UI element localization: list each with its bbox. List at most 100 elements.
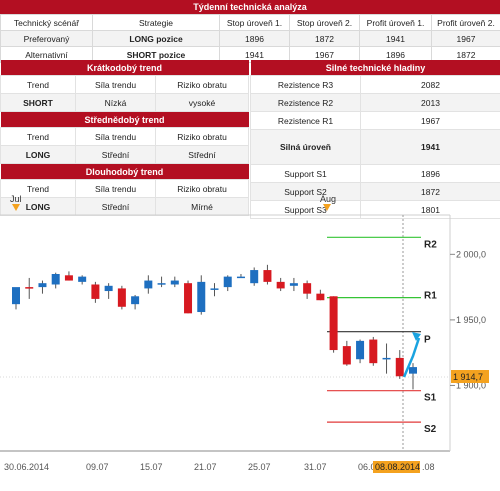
section-header-mid: Střednědobý trend [0,111,249,128]
candle-body [170,280,179,285]
candle-body [236,276,245,279]
candle-body [104,285,113,292]
candle-body [157,283,166,285]
x-tick-label: 06.08 [358,462,381,472]
trend-value-row: SHORT Nízká vysoké [0,93,250,112]
level-name: Rezistence R2 [250,93,361,112]
x-tick-label: 09.07 [86,462,109,472]
level-row: Rezistence R3 2082 [250,75,500,94]
candle-body [12,287,20,305]
month-label-jul: Jul [10,194,22,204]
level-label-r2: R2 [424,239,437,250]
trend-direction: LONG [0,197,76,216]
trend-header-row: Trend Síla trendu Riziko obratu [0,75,250,94]
candle-body [117,288,126,307]
month-marker-icon [323,204,331,211]
short-term-title: Krátkodobý trend [0,60,249,76]
y-tick-label: 1 900,0 [456,380,486,390]
candles [12,264,417,390]
scenario-header-row: Technický scénář Strategie Stop úroveň 1… [0,14,500,31]
current-price-badge [451,370,489,383]
scenario-table: Technický scénář Strategie Stop úroveň 1… [0,14,500,63]
section-header-long: Dlouhodobý trend [0,163,249,180]
y-grid: 2 000,0 1 950,0 1 900,0 [450,249,486,390]
level-value: 2013 [359,93,500,112]
trend-risk: vysoké [154,93,250,112]
x-tick-label: 31.07 [304,462,327,472]
scenario-header-cell: Strategie [92,14,220,31]
trend-header-cell: Síla trendu [75,75,156,94]
candle-body [263,270,272,282]
candle-body [91,284,100,299]
candle-body [38,283,47,288]
candle-body [144,280,153,289]
scenario-header-cell: Stop úroveň 2. [289,14,360,31]
level-row-strong: Silná úroveň 1941 [250,129,500,165]
level-value: 2082 [359,75,500,94]
level-row: Support S2 1872 [250,182,500,201]
level-value: 1896 [359,164,500,183]
level-lines: R2 R1 P S1 S2 [327,236,437,435]
trend-strength: Střední [75,145,156,164]
trend-risk: Mírné [154,197,250,216]
section-header-short: Krátkodobý trend [0,60,249,76]
candle-body [223,276,232,288]
level-name: Support S2 [250,182,361,201]
candle-body [395,357,404,377]
x-tick-label: .08 [422,462,435,472]
levels-header: Silné technické hladiny [250,60,500,76]
candle-body [276,281,285,289]
candle-body [289,283,298,286]
scenario-cell: 1872 [289,30,360,47]
trend-value-row: LONG Střední Mírné [0,197,250,216]
level-row: Support S1 1896 [250,164,500,183]
candle-body [51,274,60,285]
scenario-row-preferred: Preferovaný LONG pozice 1896 1872 1941 1… [0,30,500,47]
trend-header-cell: Riziko obratu [154,75,250,94]
candle-body [329,296,338,351]
y-tick-label: 2 000,0 [456,249,486,259]
scenario-header-cell: Profit úroveň 2. [431,14,500,31]
level-value: 1872 [359,182,500,201]
level-name: Support S3 [250,200,361,219]
level-row: Rezistence R1 1967 [250,111,500,130]
scenario-header-cell: Profit úroveň 1. [359,14,432,31]
level-value: 1967 [359,111,500,130]
trend-header-cell: Riziko obratu [154,127,250,146]
forecast-arrow-icon [402,337,421,378]
y-tick-label: 1 950,0 [456,315,486,325]
candle-body [64,275,73,281]
candle-body [369,339,378,364]
candle-body [316,293,325,301]
trend-value-row: LONG Střední Střední [0,145,250,164]
long-term-title: Dlouhodobý trend [0,163,249,180]
scenario-cell: 1967 [431,30,500,47]
candle-body [303,283,312,294]
level-name: Rezistence R1 [250,111,361,130]
trend-header-cell: Trend [0,127,76,146]
level-label-s1: S1 [424,393,437,404]
current-date-label: 08.08.2014 [375,462,420,472]
current-date-badge [373,461,420,473]
x-tick-label: 25.07 [248,462,271,472]
current-price-label: 1 914,7 [453,372,483,382]
x-tick-label: 21.07 [194,462,217,472]
level-name: Rezistence R3 [250,75,361,94]
scenario-strategy: LONG pozice [92,30,220,47]
candle-body [197,281,206,313]
trend-direction: LONG [0,145,76,164]
trend-risk: Střední [154,145,250,164]
candle-body [409,367,417,374]
trend-header-row: Trend Síla trendu Riziko obratu [0,127,250,146]
forecast-arrow-head-icon [412,332,421,341]
trend-strength: Nízká [75,93,156,112]
trend-table: Krátkodobý trend Trend Síla trendu Rizik… [0,60,250,216]
scenario-cell: 1896 [219,30,290,47]
scenario-header-cell: Stop úroveň 1. [219,14,290,31]
mid-term-title: Střednědobý trend [0,111,249,128]
level-label-r1: R1 [424,291,437,302]
level-row: Rezistence R2 2013 [250,93,500,112]
candle-body [184,283,193,314]
candle-body [342,346,351,365]
